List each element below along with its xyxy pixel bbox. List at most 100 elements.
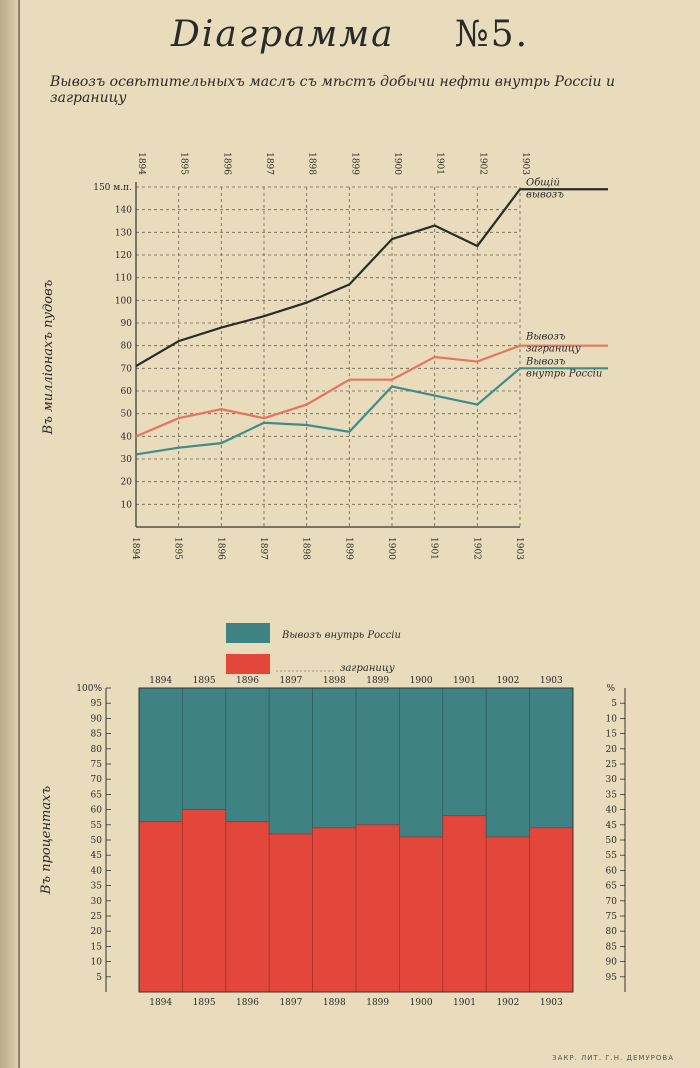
x-tick-label-top: 1899 [349, 152, 359, 175]
bar-segment-abroad [268, 833, 314, 993]
bar-year-top: 1895 [193, 676, 216, 686]
bar-segment-domestic [181, 687, 227, 810]
bar-segment-domestic [485, 687, 531, 838]
bar-segment-domestic [268, 687, 314, 835]
y-tick-label: 50 [121, 410, 133, 420]
y-tick-label: 10 [121, 500, 133, 510]
left-tick-label: 90 [91, 714, 103, 724]
left-tick-label: 5 [96, 973, 102, 983]
right-axis-unit: % [606, 684, 615, 694]
x-tick-label-bottom: 1896 [215, 537, 225, 560]
left-tick-label: 30 [91, 897, 103, 907]
right-tick-label: 30 [606, 775, 618, 785]
legend-swatch-abroad [226, 654, 270, 674]
x-tick-label-bottom: 1897 [258, 537, 268, 560]
binding-fold [18, 0, 20, 1068]
bar-year-top: 1897 [279, 676, 302, 686]
left-tick-label: 55 [91, 821, 103, 831]
x-tick-label-top: 1896 [221, 152, 231, 175]
right-tick-label: 25 [606, 760, 618, 770]
page-title: Diагрaмма №5. [0, 14, 700, 55]
bar-year-bottom: 1903 [540, 998, 563, 1008]
left-tick-label: 100% [76, 684, 102, 694]
x-tick-label-top: 1901 [435, 152, 445, 175]
line-chart: 10 20 30 40 50 60 70 80 90 100 110 120 130 140 150 м.п… [41, 152, 608, 560]
right-tick-label: 10 [606, 714, 618, 724]
y-tick-label: 130 [115, 228, 132, 238]
y-tick-label: 110 [115, 274, 132, 284]
bar-segment-abroad [138, 821, 183, 993]
bar-year-bottom: 1897 [279, 998, 302, 1008]
legend-label-abroad: заграницу [340, 663, 395, 674]
left-tick-label: 60 [91, 806, 103, 816]
right-tick-label: 20 [606, 745, 618, 755]
x-tick-label-bottom: 1895 [173, 537, 183, 560]
series-label: Вывозъ [525, 332, 566, 343]
bar-year-top: 1900 [410, 676, 433, 686]
bar-segment-domestic [225, 687, 270, 823]
page-subtitle: Вывозъ освѣтительныхъ маслъ съ мѣстъ доб… [50, 74, 616, 106]
x-tick-label-bottom: 1899 [343, 537, 353, 560]
left-tick-label: 25 [91, 912, 103, 922]
left-tick-label: 40 [91, 866, 103, 876]
series-label: Общiй [526, 177, 560, 188]
bar-segment-abroad [529, 827, 574, 993]
right-tick-label: 65 [606, 882, 618, 892]
series-label: вывозъ [526, 189, 564, 200]
series-label: Вывозъ [525, 356, 566, 367]
x-tick-label-top: 1903 [520, 152, 530, 175]
bar-segment-abroad [398, 836, 444, 993]
right-tick-label: 75 [606, 912, 618, 922]
bar-segment-abroad [312, 827, 357, 993]
right-tick-label: 15 [606, 730, 618, 740]
series-line [135, 188, 608, 368]
right-tick-label: 55 [606, 851, 618, 861]
y-tick-label: 140 [115, 206, 132, 216]
right-tick-label: 85 [606, 942, 618, 952]
bar-year-top: 1898 [323, 676, 346, 686]
left-tick-label: 20 [91, 927, 103, 937]
x-tick-label-bottom: 1898 [301, 537, 311, 560]
bar-frame [138, 687, 574, 993]
left-tick-label: 70 [91, 775, 103, 785]
left-tick-label: 10 [91, 958, 103, 968]
x-tick-label-bottom: 1902 [471, 537, 481, 560]
series-label: заграницу [526, 344, 581, 355]
left-tick-label: 45 [91, 851, 103, 861]
y-tick-label: 40 [121, 432, 133, 442]
series-line [135, 344, 608, 438]
right-tick-label: 80 [606, 927, 618, 937]
bar-segment-abroad [355, 824, 400, 993]
diagram-number: №5. [454, 14, 530, 55]
bar-year-bottom: 1900 [410, 998, 433, 1008]
left-tick-label: 85 [91, 730, 103, 740]
x-tick-label-top: 1895 [179, 152, 189, 175]
bar-segment-domestic [355, 687, 400, 826]
printer-imprint: ЗАКР. ЛИТ. Г.Н. ДЕМУРОВА [552, 1054, 674, 1062]
right-tick-label: 5 [611, 699, 617, 709]
legend-swatch-domestic [226, 623, 270, 643]
bar-segment-abroad [485, 836, 531, 993]
series-label: внутрь Россiи [526, 368, 602, 379]
right-tick-label: 35 [606, 790, 618, 800]
right-tick-label: 50 [606, 836, 618, 846]
y-tick-label: 100 [115, 296, 132, 306]
bar-year-bottom: 1899 [366, 998, 389, 1008]
y-tick-label: 120 [115, 251, 132, 261]
y-tick-label: 20 [121, 478, 133, 488]
y-tick-label: 60 [121, 387, 133, 397]
bar-year-bottom: 1894 [149, 998, 172, 1008]
bar-segment-abroad [181, 809, 227, 993]
legend-label-domestic: Вывозъ внутрь Россiи [281, 630, 401, 641]
left-tick-label: 75 [91, 760, 103, 770]
title-text: Diагрaмма [170, 14, 395, 55]
bar-segment-domestic [442, 687, 487, 817]
right-tick-label: 90 [606, 958, 618, 968]
bar-year-top: 1899 [366, 676, 389, 686]
right-tick-label: 70 [606, 897, 618, 907]
page-edge [0, 0, 22, 1068]
right-tick-label: 60 [606, 866, 618, 876]
x-tick-label-bottom: 1894 [130, 537, 140, 560]
x-tick-label-bottom: 1903 [514, 537, 524, 560]
